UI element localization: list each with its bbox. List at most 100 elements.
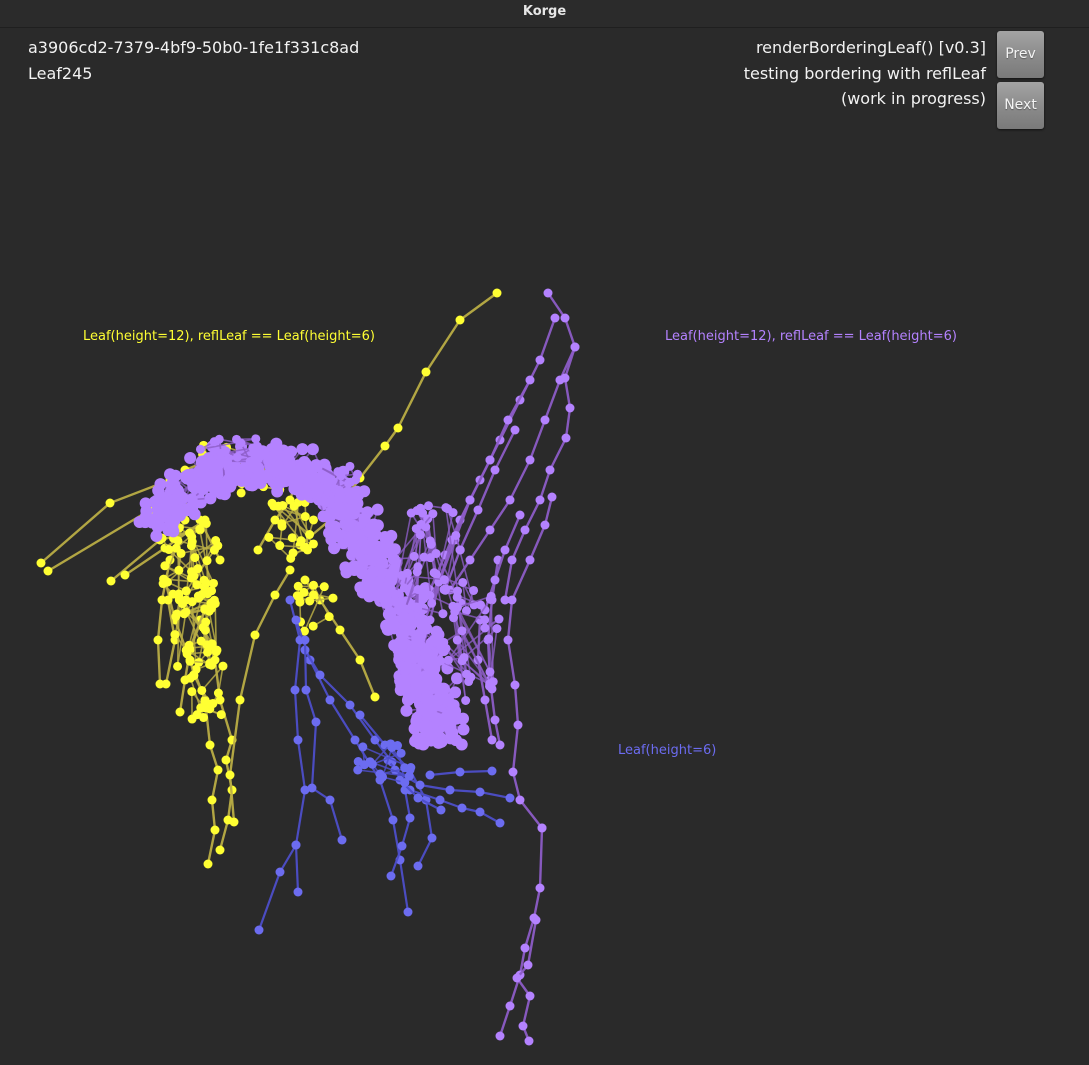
graph-node xyxy=(300,575,310,585)
graph-node xyxy=(425,591,435,601)
graph-node xyxy=(43,566,53,576)
graph-node xyxy=(170,630,180,640)
graph-edge xyxy=(510,529,527,561)
graph-node xyxy=(392,741,402,751)
graph-node xyxy=(270,515,280,525)
graph-node xyxy=(469,585,479,595)
graph-node xyxy=(299,587,309,597)
graph-node xyxy=(436,805,446,815)
graph-node xyxy=(285,595,295,605)
graph-node xyxy=(353,765,363,775)
graph-edge xyxy=(563,317,577,348)
graph-node xyxy=(461,695,471,705)
graph-node xyxy=(406,763,416,773)
graph-node xyxy=(397,841,407,851)
graph-node xyxy=(429,713,443,727)
graph-node xyxy=(218,661,228,671)
graph-node xyxy=(448,508,458,518)
graph-node xyxy=(300,635,310,645)
graph-node xyxy=(439,575,449,585)
graph-node xyxy=(187,537,197,547)
graph-edge xyxy=(538,827,544,889)
next-button[interactable]: Next xyxy=(997,82,1044,129)
graph-node xyxy=(495,818,505,828)
graph-edge xyxy=(506,599,514,641)
graph-node xyxy=(153,635,163,645)
graph-node xyxy=(428,509,438,519)
graph-node xyxy=(205,658,215,668)
graph-node xyxy=(193,564,203,574)
graph-edge xyxy=(503,559,514,601)
graph-node xyxy=(525,555,535,565)
graph-node xyxy=(342,503,356,517)
graph-node xyxy=(205,740,215,750)
graph-node xyxy=(513,720,523,730)
graph-node xyxy=(397,612,411,626)
graph-edge xyxy=(563,346,577,379)
graph-node xyxy=(540,520,550,530)
graph-node xyxy=(202,556,212,566)
function-name: renderBorderingLeaf() [v0.3] xyxy=(755,38,986,57)
prev-button[interactable]: Prev xyxy=(997,31,1044,78)
graph-node xyxy=(388,815,398,825)
graph-node xyxy=(545,465,555,475)
graph-node xyxy=(535,495,545,505)
graph-edge xyxy=(293,689,300,741)
graph-edge xyxy=(488,419,510,461)
graph-edge xyxy=(506,639,517,686)
graph-edge xyxy=(309,659,331,701)
graph-edge xyxy=(508,459,532,501)
graph-edge xyxy=(457,595,492,609)
graph-node xyxy=(402,568,412,578)
graph-node xyxy=(524,1036,534,1046)
graph-edge xyxy=(445,507,459,592)
graph-node xyxy=(452,635,462,645)
graph-node xyxy=(189,670,199,680)
graph-edge xyxy=(526,919,538,966)
graph-edge xyxy=(47,508,151,573)
graph-node xyxy=(413,793,423,803)
graph-node xyxy=(457,656,467,666)
graph-edge xyxy=(459,769,493,774)
graph-node xyxy=(390,554,400,564)
graph-node xyxy=(515,510,525,520)
graph-node xyxy=(175,707,185,717)
graph-node xyxy=(413,603,423,613)
graph-node xyxy=(404,771,414,781)
graph-edge xyxy=(228,774,236,823)
graph-node xyxy=(213,688,223,698)
graph-edge xyxy=(294,844,300,893)
graph-edge xyxy=(164,639,177,685)
graph-node xyxy=(494,614,504,624)
graph-node xyxy=(490,715,500,725)
graph-node xyxy=(421,367,431,377)
graph-node xyxy=(390,589,400,599)
graph-node xyxy=(264,532,274,542)
graph-edge xyxy=(547,292,566,319)
graph-node xyxy=(185,528,195,538)
graph-node xyxy=(208,597,218,607)
graph-edge xyxy=(206,829,217,865)
graph-node xyxy=(560,313,570,323)
graph-node xyxy=(540,415,550,425)
graph-node xyxy=(196,482,210,496)
graph-edge xyxy=(358,659,377,698)
graph-node xyxy=(221,755,231,765)
graph-node xyxy=(328,593,338,603)
graph-edge xyxy=(409,788,441,802)
graph-node xyxy=(211,647,221,657)
graph-node xyxy=(164,545,174,555)
graph-node xyxy=(385,620,399,634)
graph-node xyxy=(450,607,460,617)
graph-edge xyxy=(273,569,292,596)
graph-node xyxy=(215,555,225,565)
graph-node xyxy=(457,723,470,736)
graph-node xyxy=(503,635,513,645)
graph-edge xyxy=(487,638,491,687)
graph-node xyxy=(363,524,377,538)
graph-node xyxy=(406,508,416,518)
graph-node xyxy=(181,586,191,596)
graph-node xyxy=(133,516,146,529)
graph-node xyxy=(512,973,522,983)
